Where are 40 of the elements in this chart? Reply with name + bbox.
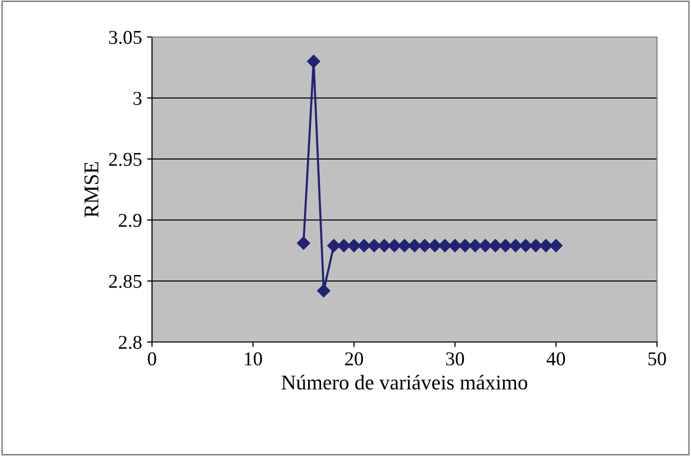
point bbox=[428, 239, 442, 252]
point bbox=[529, 239, 542, 252]
x-tick-label: 30 bbox=[446, 352, 464, 366]
point bbox=[378, 239, 391, 252]
x-tick-label: 40 bbox=[546, 352, 565, 366]
point bbox=[458, 239, 472, 252]
point bbox=[408, 239, 422, 252]
point bbox=[327, 239, 340, 252]
y-tick-label: 2.85 bbox=[109, 274, 142, 288]
x-tick-label: 20 bbox=[345, 352, 363, 366]
point bbox=[549, 239, 563, 252]
point bbox=[337, 239, 350, 252]
point bbox=[448, 239, 462, 252]
point bbox=[468, 239, 482, 252]
point bbox=[296, 236, 310, 250]
point bbox=[519, 239, 532, 252]
point bbox=[539, 239, 552, 252]
y-tick-label: 3.05 bbox=[109, 30, 142, 44]
x-tick-label: 0 bbox=[148, 352, 156, 366]
y-tick-label: 2.8 bbox=[118, 336, 142, 350]
point bbox=[358, 239, 371, 252]
point bbox=[418, 239, 432, 252]
y-tick-label: 2.9 bbox=[118, 214, 142, 228]
point bbox=[368, 239, 381, 252]
point bbox=[509, 239, 522, 252]
y-tick-label: 3 bbox=[133, 92, 142, 105]
x-axis-title: Número de variáveis máximo bbox=[282, 374, 528, 390]
y-axis-title: RMSE bbox=[84, 162, 98, 218]
point bbox=[388, 239, 401, 252]
y-tick-label: 2.95 bbox=[109, 152, 142, 166]
point bbox=[488, 239, 502, 252]
point bbox=[347, 239, 361, 252]
point bbox=[498, 239, 512, 252]
x-tick-label: 10 bbox=[244, 352, 262, 366]
point bbox=[398, 239, 412, 252]
point bbox=[307, 54, 320, 68]
point bbox=[478, 239, 492, 252]
point bbox=[438, 239, 452, 252]
x-tick-label: 50 bbox=[648, 352, 666, 366]
point bbox=[317, 284, 330, 298]
